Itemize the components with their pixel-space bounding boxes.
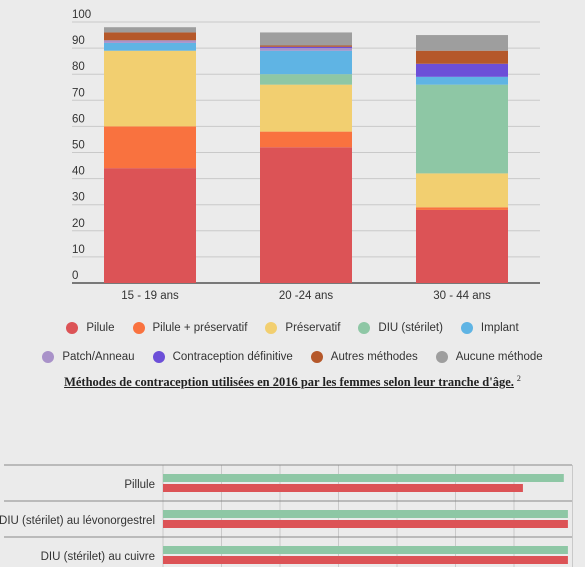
bar-segment-aucune-methode [416,35,508,51]
legend-label: Préservatif [285,322,341,334]
y-tick-label: 20 [72,218,85,230]
bar-segment-conception-definitive [416,63,508,77]
bar-segment-autres-methodes [260,45,352,47]
hbar [163,556,568,564]
legend-swatch [435,351,448,363]
legend-item-implant: Implant [460,322,519,334]
legend-item-autres-methodes: Autres méthodes [310,351,418,363]
legend-label: Pilule + préservatif [152,322,248,334]
bar-segment-pilule-preservatif [104,126,196,169]
hbar [163,510,568,518]
bar-segment-aucune-methode [104,27,196,33]
category-label: DIU (stérilet) au lévonorgestrel [0,515,155,527]
bar-segment-pilule-preservatif [260,131,352,148]
bar-segment-pilule [104,168,196,283]
legend-item-pilule-preservatif: Pilule + préservatif [132,322,248,334]
bar-segment-preservatif [260,84,352,132]
bar-segment-patch-anneau [260,48,352,51]
hbar [163,484,523,492]
bar-segment-conception-definitive [260,46,352,49]
category-label: DIU (stérilet) au cuivre [41,551,155,563]
stacked-bar-chart: 0 10 20 30 40 50 60 70 80 90 100 15 - 19 ans 20 -24 … [72,9,540,302]
legend-swatch [132,322,145,334]
y-tick-label: 60 [72,113,85,125]
legend-label: Implant [480,322,519,334]
bar-segment-diu-sterilet [260,74,352,85]
legend-item-pilule: Pilule [66,322,115,334]
legend-swatch [310,351,323,363]
caption-footnote: 2 [516,374,521,383]
bar-segment-patch-anneau [104,40,196,43]
bar-segment-pilule [416,209,508,283]
legend-item-patch-anneau: Patch/Anneau [42,351,135,363]
bar-segment-diu-sterilet [416,84,508,174]
bar-segment-implant [416,76,508,85]
figure-caption: Méthodes de contraception utilisées en 2… [0,374,585,390]
legend-swatch [358,322,371,334]
y-tick-label: 30 [72,192,85,204]
legend-label: Aucune méthode [455,351,543,363]
legend-item-aucune-methode: Aucune méthode [435,351,543,363]
legend-item-contraception-definitive: Contraception définitive [152,351,293,363]
legend-label: Patch/Anneau [62,351,135,363]
x-tick-label: 30 - 44 ans [433,290,491,302]
caption-text: Méthodes de contraception utilisées en 2… [64,375,514,390]
bar-segment-aucune-methode [260,32,352,46]
y-tick-label: 90 [72,35,85,47]
x-tick-label: 20 -24 ans [279,290,334,302]
legend-label: Autres méthodes [330,351,418,363]
legend-row-2: Patch/Anneau Contraception définitive Autr… [0,351,585,363]
y-tick-label: 80 [72,61,85,73]
bar-segment-preservatif [104,50,196,127]
bar-segment-pilule [260,147,352,283]
legend-label: DIU (stérilet) [378,322,443,334]
horizontal-bar-chart: Pillule DIU (stérilet) au lévonorgestrel D… [0,464,573,567]
hbar [163,520,568,528]
legend-swatch [66,322,79,334]
legend-swatch [460,322,473,334]
bar-segment-implant [104,42,196,51]
category-label: Pillule [124,479,155,491]
y-tick-label: 70 [72,87,85,99]
bar-segment-preservatif [416,173,508,208]
legend-label: Pilule [86,322,115,334]
legend-item-preservatif: Préservatif [265,322,340,334]
bar-segment-pilule-preservatif [416,207,508,210]
y-tick-label: 50 [72,140,85,152]
y-tick-label: 40 [72,166,85,178]
y-tick-label: 0 [72,270,78,282]
legend-swatch [42,351,55,363]
legend-swatch [265,322,278,334]
bar-segment-autres-methodes [104,32,196,41]
y-tick-label: 10 [72,244,85,256]
x-tick-label: 15 - 19 ans [121,290,179,302]
y-tick-label: 100 [72,9,91,21]
legend-swatch [152,351,165,363]
legend-item-diu-sterilet: DIU (stérilet) [358,322,443,334]
bar-segment-implant [260,50,352,75]
bar-segment-autres-methodes [416,50,508,64]
hbar [163,474,564,482]
legend-label: Contraception définitive [172,351,293,363]
hbar [163,546,568,554]
legend-row-1: Pilule Pilule + préservatif Préservatif DIU… [0,322,585,334]
